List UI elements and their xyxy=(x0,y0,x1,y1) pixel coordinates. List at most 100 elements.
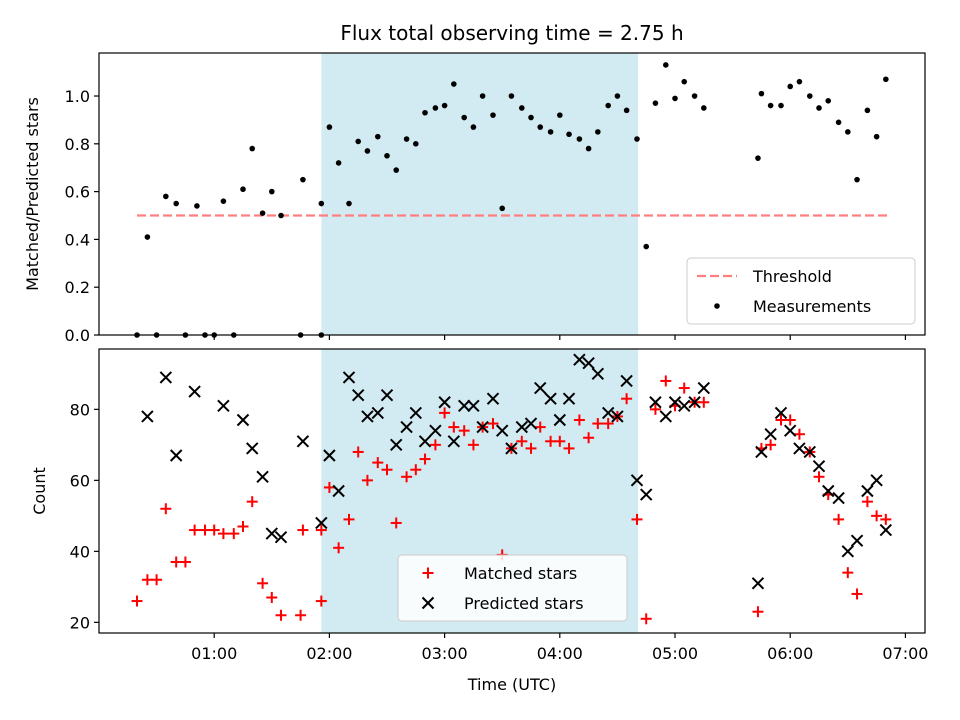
predicted-star-point-49-b xyxy=(678,399,691,413)
predicted-star-point-11 xyxy=(315,516,328,530)
matched-star-point-5 xyxy=(179,556,191,568)
measurement-point-24 xyxy=(364,148,371,154)
predicted-star-point-35 xyxy=(544,392,557,405)
x-tick-label: 03:00 xyxy=(422,644,468,663)
predicted-star-point-44 xyxy=(630,474,644,487)
measurement-point-32 xyxy=(441,102,448,109)
matched-star-point-30 xyxy=(419,453,431,465)
legend-predicted-label: Predicted stars xyxy=(464,594,584,613)
predicted-star-point-22 xyxy=(418,435,432,448)
predicted-star-point-58 xyxy=(803,445,817,459)
predicted-star-point-54-b xyxy=(764,427,777,441)
matched-star-point-33 xyxy=(448,421,460,433)
predicted-star-point-19-b xyxy=(390,438,403,452)
predicted-star-point-15 xyxy=(351,388,365,402)
legend-threshold-label: Threshold xyxy=(752,267,832,286)
measurement-point-22 xyxy=(346,200,352,207)
predicted-star-point-10 xyxy=(296,435,310,448)
matched-star-point-59 xyxy=(698,396,710,408)
predicted-star-point-24-b xyxy=(438,396,451,409)
top-legend: Threshold Measurements xyxy=(686,257,916,325)
predicted-star-point-37-b xyxy=(562,392,576,405)
matched-star-point-1 xyxy=(141,574,153,586)
legend-predicted-swatch-b xyxy=(421,596,435,610)
top-y-tick-label: 0.0 xyxy=(65,326,90,345)
predicted-star-point-5 xyxy=(236,413,250,427)
predicted-star-point-24 xyxy=(438,396,451,409)
predicted-star-point-39 xyxy=(582,356,595,370)
predicted-star-point-33-b xyxy=(524,417,538,430)
predicted-star-point-60-b xyxy=(822,484,835,498)
predicted-star-point-40 xyxy=(591,367,605,381)
predicted-star-point-1-b xyxy=(159,371,173,384)
predicted-star-point-53-b xyxy=(755,445,768,459)
predicted-star-point-2 xyxy=(169,449,183,462)
predicted-star-point-16 xyxy=(361,410,374,423)
measurement-point-41 xyxy=(528,114,534,121)
predicted-star-point-41 xyxy=(601,406,615,420)
top-y-tick-label: 0.8 xyxy=(65,135,90,154)
matched-star-point-57 xyxy=(678,382,690,394)
predicted-star-point-61-b xyxy=(832,491,845,505)
predicted-star-point-30-b xyxy=(496,424,509,437)
predicted-star-point-28 xyxy=(476,420,489,434)
predicted-star-point-23 xyxy=(429,424,442,437)
matched-star-point-29 xyxy=(410,464,422,476)
predicted-star-point-18-b xyxy=(380,388,394,402)
matched-star-point-25 xyxy=(372,457,384,469)
predicted-star-point-47 xyxy=(659,410,673,423)
bottom-legend: Matched stars Predicted stars xyxy=(397,554,628,622)
matched-star-point-67 xyxy=(813,471,825,483)
predicted-star-point-13-b xyxy=(332,484,345,498)
measurement-point-68 xyxy=(825,97,832,104)
predicted-star-point-33 xyxy=(524,417,538,430)
bottom-y-axis-label: Count xyxy=(30,467,49,515)
measurement-point-40 xyxy=(518,105,525,111)
predicted-star-point-66 xyxy=(879,523,893,537)
predicted-star-point-13 xyxy=(332,484,345,498)
measurement-point-15 xyxy=(278,212,284,219)
measurement-point-23 xyxy=(355,138,362,145)
measurement-point-25 xyxy=(374,133,381,140)
measurement-point-45 xyxy=(566,131,572,138)
matched-star-point-9 xyxy=(217,528,229,540)
predicted-star-point-63 xyxy=(850,534,864,547)
predicted-star-point-5-b xyxy=(236,413,250,427)
matched-star-point-27 xyxy=(390,517,402,529)
predicted-star-point-3-b xyxy=(188,385,201,398)
predicted-star-point-32-b xyxy=(515,420,528,434)
matched-star-point-28 xyxy=(401,471,413,483)
measurement-point-69 xyxy=(835,119,842,126)
measurement-point-61 xyxy=(758,90,765,97)
predicted-star-point-50 xyxy=(688,396,701,409)
measurement-point-26 xyxy=(384,152,390,159)
measurement-point-20 xyxy=(326,124,333,130)
matched-star-point-63 xyxy=(775,414,787,426)
predicted-star-point-20-b xyxy=(400,420,413,434)
measurement-point-31 xyxy=(432,105,439,111)
predicted-star-point-38-b xyxy=(573,353,586,366)
predicted-star-point-4-b xyxy=(217,399,230,413)
predicted-star-point-8-b xyxy=(265,527,279,540)
predicted-star-point-62 xyxy=(841,545,855,558)
predicted-star-point-52-b xyxy=(751,577,765,590)
matched-star-point-16 xyxy=(295,609,307,621)
predicted-star-point-23-b xyxy=(429,424,442,437)
measurement-point-46 xyxy=(576,136,583,142)
measurement-point-43 xyxy=(547,129,554,135)
predicted-star-point-31 xyxy=(505,442,518,455)
predicted-star-point-27-b xyxy=(467,399,480,413)
predicted-star-point-35-b xyxy=(544,392,557,405)
predicted-star-point-57-b xyxy=(793,442,806,455)
measurement-point-53 xyxy=(643,243,650,250)
measurement-point-59 xyxy=(701,105,707,111)
matched-star-point-60 xyxy=(752,606,764,618)
matched-star-point-55 xyxy=(660,375,672,387)
measurement-point-65 xyxy=(796,78,803,85)
predicted-star-point-48-b xyxy=(668,396,682,409)
matched-star-point-18 xyxy=(315,524,327,536)
predicted-star-point-64 xyxy=(861,484,874,498)
predicted-star-point-15-b xyxy=(351,388,365,402)
predicted-star-point-8 xyxy=(265,527,279,540)
